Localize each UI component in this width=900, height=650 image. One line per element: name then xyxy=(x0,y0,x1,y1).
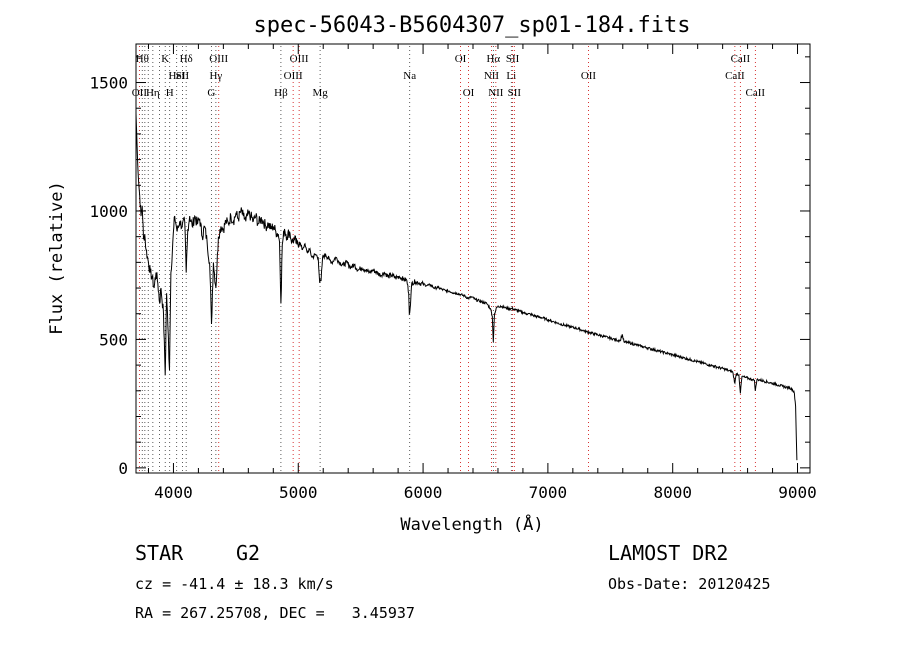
line-marker-label: NII xyxy=(484,70,500,82)
line-marker-label: OIII xyxy=(209,53,228,65)
line-marker-label: HeI xyxy=(168,70,185,82)
y-tick-label: 0 xyxy=(118,459,128,478)
coordinates: RA = 267.25708, DEC = 3.45937 xyxy=(135,604,415,622)
x-tick-label: 9000 xyxy=(778,483,817,502)
line-marker-label: Li xyxy=(506,70,516,82)
line-marker-label: Na xyxy=(403,70,416,82)
object-subclass: G2 xyxy=(236,541,261,565)
y-axis-label: Flux (relative) xyxy=(47,181,67,335)
line-marker-label: OIII xyxy=(290,53,309,65)
line-marker-label: CaII xyxy=(746,87,766,99)
chart-title: spec-56043-B5604307_sp01-184.fits xyxy=(253,13,690,38)
obs-date: Obs-Date: 20120425 xyxy=(608,575,771,593)
y-tick-label: 500 xyxy=(99,330,128,349)
x-tick-label: 6000 xyxy=(404,483,443,502)
x-axis-label: Wavelength (Å) xyxy=(400,513,543,535)
plot-frame xyxy=(135,43,811,474)
line-marker-label: OII xyxy=(581,70,597,82)
survey-name: LAMOST DR2 xyxy=(608,541,729,565)
line-marker-label: SII xyxy=(176,70,190,82)
line-marker-label: OIII xyxy=(284,70,303,82)
object-class: STAR xyxy=(135,541,184,565)
line-marker-label: OI xyxy=(463,87,475,99)
spectrum-line xyxy=(135,113,798,461)
line-marker-label: K xyxy=(161,53,169,65)
y-tick-label: 1000 xyxy=(89,202,128,221)
line-marker-label: Hγ xyxy=(209,70,222,82)
line-marker-label: Hα xyxy=(486,53,500,65)
line-marker-label: SII xyxy=(506,53,520,65)
x-tick-label: 4000 xyxy=(154,483,193,502)
line-marker-label: OII xyxy=(132,87,148,99)
x-tick-label: 8000 xyxy=(653,483,692,502)
spectral-line-markers: OIIHθHηKHHeISIIHδGHγOIIIHβOIIIOIIIMgNaOI… xyxy=(132,46,766,473)
line-marker-label: OI xyxy=(455,53,467,65)
x-tick-label: 5000 xyxy=(279,483,318,502)
line-marker-label: Hη xyxy=(146,87,160,99)
line-marker-label: NII xyxy=(488,87,504,99)
line-marker-label: Hβ xyxy=(274,87,288,99)
line-marker-label: Mg xyxy=(312,87,328,99)
line-marker-label: G xyxy=(207,87,215,99)
line-marker-label: H xyxy=(166,87,174,99)
line-marker-label: CaII xyxy=(731,53,751,65)
x-tick-label: 7000 xyxy=(529,483,568,502)
y-tick-label: 1500 xyxy=(89,74,128,93)
line-marker-label: Hδ xyxy=(180,53,193,65)
axis-ticks: 4000 5000 6000 7000 8000 9000 0 500 1000 1500 xyxy=(89,44,817,502)
line-marker-label: CaII xyxy=(725,70,745,82)
redshift-value: cz = -41.4 ± 18.3 km/s xyxy=(135,575,334,593)
line-marker-label: Hθ xyxy=(136,53,149,65)
line-marker-label: SII xyxy=(508,87,522,99)
